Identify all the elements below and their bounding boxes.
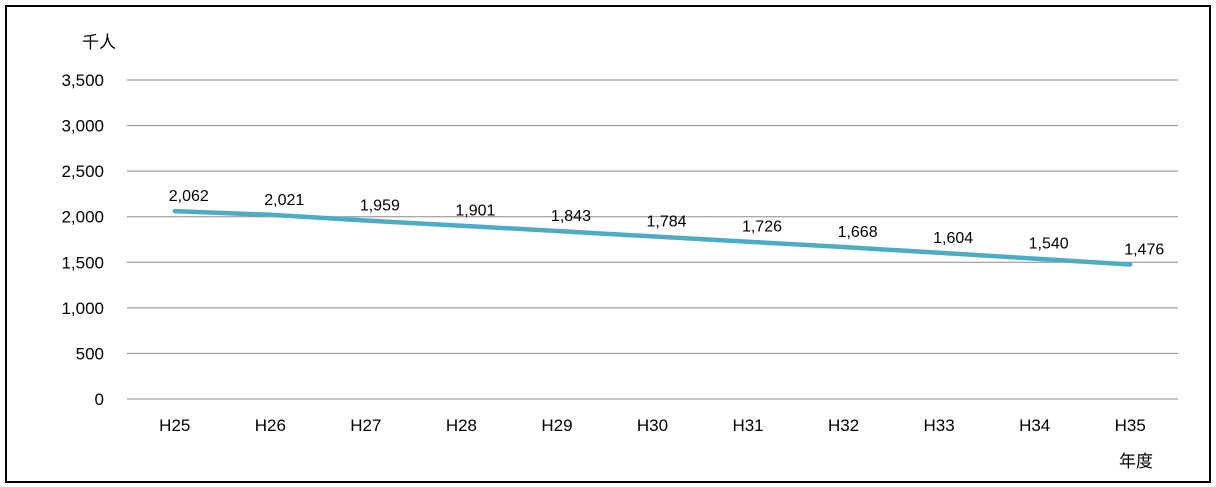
data-label: 1,604 <box>933 230 973 247</box>
data-label: 1,476 <box>1124 241 1164 258</box>
y-tick-label: 3,500 <box>61 71 104 90</box>
x-tick-label: H34 <box>1019 416 1050 435</box>
data-label: 1,901 <box>455 203 495 220</box>
y-tick-label: 0 <box>95 390 104 409</box>
data-labels: 2,062 2,021 1,959 1,901 1,843 1,784 1,726 1,668… <box>169 188 1165 258</box>
x-tick-label: H27 <box>350 416 381 435</box>
x-tick-label: H33 <box>924 416 955 435</box>
y-unit-label: 千人 <box>82 33 116 53</box>
data-label: 1,784 <box>646 213 686 230</box>
y-tick-label: 500 <box>76 344 104 363</box>
y-tick-label: 1,000 <box>61 299 104 318</box>
y-tick-label: 2,500 <box>61 162 104 181</box>
x-unit-label: 年度 <box>1119 452 1153 472</box>
data-label: 1,959 <box>360 197 400 214</box>
y-tick-labels: 0 500 1,000 1,500 2,000 2,500 3,000 3,500 <box>61 71 104 409</box>
data-label: 2,021 <box>264 192 304 209</box>
x-tick-label: H32 <box>828 416 859 435</box>
data-label: 2,062 <box>169 188 209 205</box>
y-tick-label: 1,500 <box>61 253 104 272</box>
data-label: 1,726 <box>742 219 782 236</box>
chart-frame <box>5 5 1211 483</box>
series-line <box>172 208 1133 267</box>
gridlines <box>127 79 1178 354</box>
x-tick-labels: H25 H26 H27 H28 H29 H30 H31 H32 H33 H34 H35 <box>159 416 1146 435</box>
data-label: 1,843 <box>551 208 591 225</box>
x-tick-label: H35 <box>1115 416 1146 435</box>
x-tick-label: H25 <box>159 416 190 435</box>
y-tick-label: 2,000 <box>61 208 104 227</box>
series-group <box>172 208 1133 267</box>
data-label: 1,540 <box>1029 236 1069 253</box>
x-tick-label: H29 <box>541 416 572 435</box>
data-label: 1,668 <box>838 224 878 241</box>
y-tick-label: 3,000 <box>61 117 104 136</box>
x-tick-label: H28 <box>446 416 477 435</box>
x-tick-label: H30 <box>637 416 668 435</box>
x-tick-label: H26 <box>255 416 286 435</box>
x-tick-label: H31 <box>732 416 763 435</box>
